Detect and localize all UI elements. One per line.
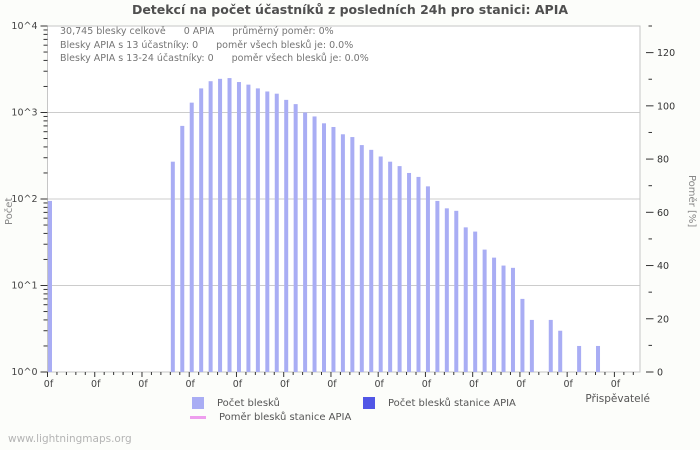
legend-item-station-count: Počet blesků stanice APIA (363, 397, 516, 409)
stat-apia-13-24-ratio: poměr všech blesků je: 0.0% (231, 53, 369, 64)
x-tick-label: 0f (422, 379, 432, 390)
x-axis-title: Přispěvatelé (585, 393, 650, 405)
bar (407, 172, 412, 372)
bar (397, 166, 402, 372)
bar (170, 161, 175, 372)
legend-item-station-ratio: Poměr blesků stanice APIA (190, 412, 351, 423)
stat-apia-count: 0 APIA (183, 26, 215, 37)
bars (48, 78, 601, 373)
y-axis-left-title: Počet (4, 197, 15, 225)
legend-item-count: Počet blesků (192, 397, 280, 409)
bar (482, 249, 487, 372)
x-tick-label: 0f (280, 379, 290, 390)
stat-apia-13-ratio: poměr všech blesků je: 0.0% (216, 39, 354, 51)
bar (180, 125, 185, 372)
bar (501, 265, 506, 372)
svg-text:60: 60 (657, 208, 669, 219)
x-tick-label: 0f (563, 379, 573, 390)
svg-text:40: 40 (657, 261, 669, 272)
bar (369, 149, 374, 372)
bar (520, 298, 525, 372)
bar (189, 102, 194, 373)
bar (463, 227, 468, 372)
svg-text:10^4: 10^4 (11, 21, 37, 32)
bar (473, 231, 478, 372)
bar (227, 78, 232, 372)
stat-apia-13-24-participants: Blesky APIA s 13-24 účastníky: 0 (60, 53, 214, 64)
y-axis-right-title: Poměr [%] (686, 175, 697, 228)
bar (274, 93, 279, 373)
stat-apia-13-participants: Blesky APIA s 13 účastníky: 0 (60, 39, 199, 51)
bar (529, 319, 534, 372)
bar (199, 88, 204, 372)
svg-text:10^3: 10^3 (11, 108, 37, 119)
bar (350, 137, 355, 372)
stats-line-3: Blesky APIA s 13-24 účastníky: 0 poměr v… (60, 52, 369, 66)
bar (388, 161, 393, 372)
x-tick-label: 0f (233, 379, 243, 390)
legend-label-station-count: Počet blesků stanice APIA (388, 397, 516, 409)
bar (312, 116, 317, 372)
y-axis-left: 10^0 10^1 10^2 10^3 10^4 (11, 21, 48, 378)
x-tick-label: 0f (91, 379, 101, 390)
svg-text:120: 120 (657, 48, 675, 59)
stats-line-1: 30,745 blesky celkově 0 APIA průměrný po… (60, 25, 369, 39)
bar (340, 134, 345, 372)
bar (359, 145, 364, 372)
bar (577, 345, 582, 372)
bar (444, 208, 449, 372)
bar (331, 126, 336, 372)
stats-block: 30,745 blesky celkově 0 APIA průměrný po… (60, 25, 369, 66)
x-tick-label: 0f (374, 379, 384, 390)
x-tick-label: 0f (516, 379, 526, 390)
bar (236, 82, 241, 373)
bar (435, 200, 440, 372)
bar (303, 112, 308, 372)
svg-text:80: 80 (657, 155, 669, 166)
bar (208, 81, 213, 372)
svg-text:10^1: 10^1 (11, 281, 37, 292)
x-tick-label: 0f (44, 379, 54, 390)
bar (510, 267, 515, 372)
legend-line-station-ratio-icon (190, 416, 206, 419)
x-tick-label: 0f (186, 379, 196, 390)
bar (416, 176, 421, 372)
bar (48, 200, 52, 372)
svg-text:10^0: 10^0 (11, 367, 37, 378)
chart-title: Detekcí na počet účastníků z posledních … (131, 2, 569, 17)
bar (218, 78, 223, 373)
bar (596, 345, 601, 372)
watermark: www.lightningmaps.org (8, 433, 132, 445)
bar (548, 319, 553, 372)
svg-text:0: 0 (657, 368, 663, 379)
bar (246, 84, 251, 373)
bar (284, 99, 289, 372)
bar (558, 330, 563, 372)
bar (255, 88, 260, 372)
legend-swatch-station-count-icon (363, 397, 375, 409)
x-tick-label: 0f (327, 379, 337, 390)
bar (425, 186, 430, 372)
bar (378, 156, 383, 372)
svg-text:10^2: 10^2 (11, 194, 37, 205)
legend-label-station-ratio: Poměr blesků stanice APIA (219, 412, 352, 423)
bar (293, 104, 298, 373)
x-tick-label: 0f (611, 379, 621, 390)
x-tick-label: 0f (138, 379, 148, 390)
bar (454, 210, 459, 372)
stat-average-ratio: průměrný poměr: 0% (232, 26, 334, 37)
svg-text:20: 20 (657, 314, 669, 325)
x-axis: 0f 0f 0f 0f 0f 0f 0f 0f 0f 0f 0f 0f 0f (44, 372, 634, 390)
y-axis-right: 0 20 40 60 80 100 120 (646, 25, 675, 379)
bar (322, 123, 327, 373)
x-tick-label: 0f (469, 379, 479, 390)
stats-line-2: Blesky APIA s 13 účastníky: 0 poměr všec… (60, 39, 369, 53)
stat-total-strikes: 30,745 blesky celkově (60, 26, 166, 37)
bar (492, 257, 497, 372)
legend-label-count: Počet blesků (217, 397, 280, 409)
svg-text:100: 100 (657, 101, 675, 112)
bar (265, 91, 270, 373)
legend-swatch-count-icon (192, 397, 204, 409)
